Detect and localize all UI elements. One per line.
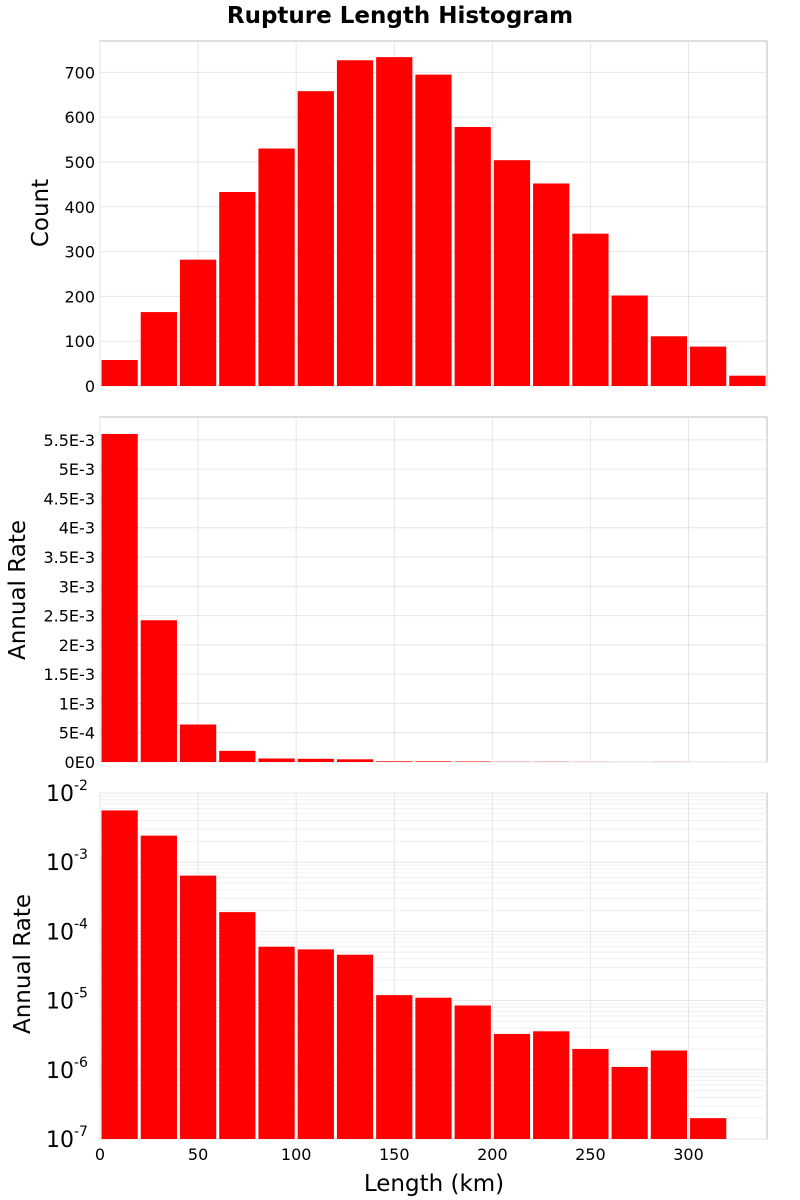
bar — [219, 191, 256, 386]
x-tick-label: 0 — [95, 1145, 105, 1164]
bar — [336, 60, 374, 386]
y-tick-label: 2.5E-3 — [43, 607, 95, 626]
chart-title: Rupture Length Histogram — [227, 3, 573, 29]
bar — [219, 912, 256, 1139]
y-tick-label-exponent: -5 — [74, 986, 88, 1002]
y-tick-label: 10 — [46, 851, 74, 876]
y-tick-label-exponent: -3 — [74, 847, 88, 863]
chart-panels: 0100200300400500600700Count0E05E-41E-31.… — [5, 40, 768, 1164]
bar — [179, 259, 217, 386]
y-tick-label: 1.5E-3 — [43, 665, 95, 684]
bar — [572, 233, 609, 386]
bar — [297, 91, 334, 386]
bar — [140, 835, 177, 1139]
y-tick-label: 100 — [64, 332, 95, 351]
bar — [179, 875, 217, 1139]
bar — [650, 1050, 688, 1139]
bar — [297, 949, 334, 1139]
bar — [297, 758, 334, 762]
y-tick-label-exponent: -6 — [74, 1055, 88, 1071]
bar — [454, 1005, 491, 1139]
y-tick-label: 3E-3 — [59, 577, 95, 596]
y-tick-label: 0 — [85, 377, 95, 396]
bar — [454, 127, 491, 386]
y-axis-label: Annual Rate — [10, 894, 36, 1034]
panel-1: 0 100 200 300 400 500 600 700 Count — [28, 40, 768, 396]
panel-2: 0E0 5E-4 1E-3 1.5E-3 2E-3 2.5E-3 3E-3 3.5E-3 4E-… — [5, 416, 768, 772]
y-tick-label-exponent: -4 — [74, 916, 88, 932]
bar — [690, 346, 727, 386]
bar — [415, 997, 452, 1139]
y-tick-label: 1E-3 — [59, 694, 95, 713]
y-tick-label: 400 — [64, 198, 95, 217]
y-tick-label: 10 — [46, 782, 74, 807]
bar — [376, 57, 413, 386]
bar — [690, 1118, 727, 1139]
bar — [101, 360, 138, 386]
y-tick-label: 4E-3 — [59, 519, 95, 538]
bar — [533, 183, 570, 386]
y-tick-label: 10 — [46, 920, 74, 945]
bar — [219, 750, 256, 762]
y-tick-label: 0E0 — [65, 753, 95, 772]
y-tick-label: 2E-3 — [59, 636, 95, 655]
bar — [140, 620, 177, 762]
y-tick-label: 10 — [46, 1128, 74, 1153]
y-tick-label: 600 — [64, 108, 95, 127]
y-tick-label: 3.5E-3 — [43, 548, 95, 567]
bar — [376, 761, 413, 762]
bar — [650, 336, 688, 386]
bar — [336, 954, 374, 1139]
x-tick-label: 50 — [188, 1145, 208, 1164]
bar — [140, 312, 177, 386]
bar — [493, 1033, 531, 1139]
bar — [101, 433, 138, 762]
y-tick-label: 10 — [46, 990, 74, 1015]
x-tick-label: 200 — [477, 1145, 508, 1164]
bar — [336, 759, 374, 762]
bar — [258, 946, 295, 1139]
y-tick-label: 200 — [64, 287, 95, 306]
y-tick-label: 700 — [64, 63, 95, 82]
bar — [258, 148, 295, 386]
bar — [611, 1066, 648, 1139]
plot-area — [99, 416, 768, 763]
x-axis-label: Length (km) — [364, 1171, 504, 1197]
bar — [611, 295, 648, 386]
x-tick-label: 150 — [379, 1145, 410, 1164]
y-tick-label: 500 — [64, 153, 95, 172]
bar — [572, 1048, 609, 1139]
y-tick-label-exponent: -7 — [74, 1124, 88, 1140]
y-tick-label: 300 — [64, 243, 95, 262]
x-tick-label: 100 — [281, 1145, 312, 1164]
y-tick-label-exponent: -2 — [74, 778, 88, 794]
bar — [258, 758, 295, 762]
y-tick-label: 4.5E-3 — [43, 489, 95, 508]
y-axis-label: Annual Rate — [5, 520, 31, 660]
y-tick-label: 5.5E-3 — [43, 431, 95, 450]
x-tick-label: 300 — [673, 1145, 704, 1164]
x-tick-label: 250 — [575, 1145, 606, 1164]
bar — [179, 724, 217, 762]
bar — [533, 1031, 570, 1139]
y-axis-label: Count — [28, 179, 54, 247]
bar — [101, 810, 138, 1139]
bar — [729, 375, 766, 386]
y-tick-label: 5E-4 — [59, 724, 95, 743]
bar — [415, 761, 452, 762]
bar — [493, 160, 531, 386]
bar — [376, 995, 413, 1139]
y-tick-label: 5E-3 — [59, 460, 95, 479]
y-tick-label: 10 — [46, 1059, 74, 1084]
bar — [415, 74, 452, 387]
